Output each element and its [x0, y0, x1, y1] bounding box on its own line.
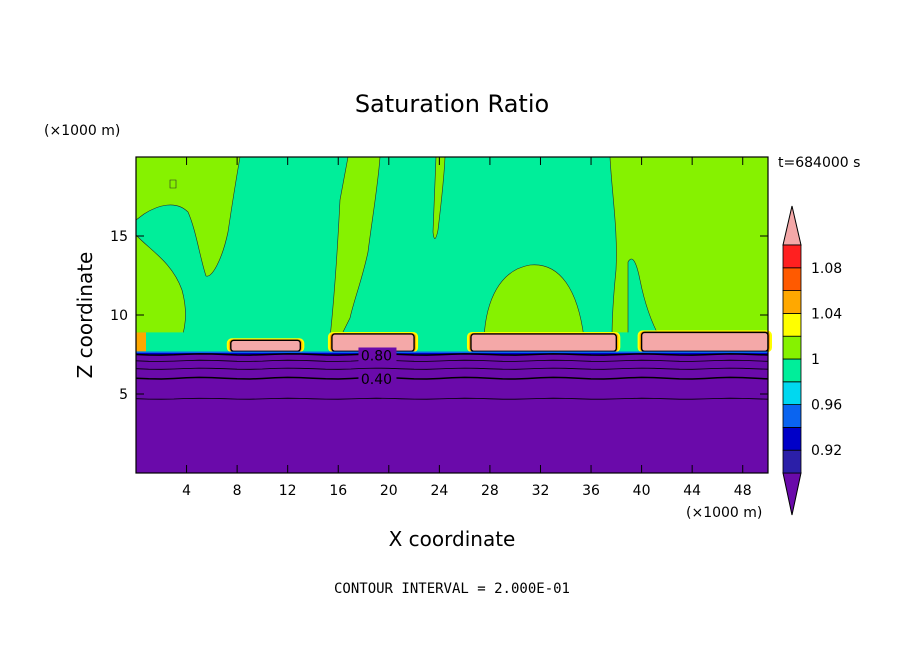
colorbar-band-4	[782, 358, 802, 383]
x-tick-label-48: 48	[734, 483, 752, 499]
contour-labels: 0.80 0.40	[358, 347, 397, 388]
x-tick-label-24: 24	[430, 483, 448, 499]
x-tick-label-8: 8	[233, 483, 242, 499]
colorbar-tick-label-0.92: 0.92	[811, 443, 842, 459]
contour-interval-label: CONTOUR INTERVAL = 2.000E-01	[334, 581, 570, 597]
supersat-plume-3	[329, 156, 381, 339]
x-tick-label-16: 16	[329, 483, 347, 499]
contour-line-0.70	[135, 359, 769, 362]
y-tick-label-15: 15	[110, 229, 128, 245]
y-axis-label: Z coordinate	[73, 252, 97, 379]
contour-line-0.80	[135, 353, 769, 356]
x-tick-label-44: 44	[683, 483, 701, 499]
colorbar-tick-label-1: 1	[811, 352, 820, 368]
moist-patch-core-4	[640, 331, 769, 353]
moist-patch-core-3	[470, 333, 618, 353]
x-tick-label-40: 40	[633, 483, 651, 499]
colorbar-tick-label-1.08: 1.08	[811, 261, 842, 277]
contour-label-bg-0.40	[358, 371, 397, 387]
supersat-plume-7	[169, 179, 177, 189]
colorbar-band-6	[782, 312, 802, 337]
x-tick-label-12: 12	[279, 483, 297, 499]
y-unit-label: (×1000 m)	[44, 123, 120, 139]
time-label: t=684000 s	[778, 155, 860, 171]
colorbar-arrow-bottom	[782, 472, 802, 516]
contour-line-0.40	[135, 376, 769, 380]
x-tick-label-4: 4	[182, 483, 191, 499]
supersat-plume-4	[432, 156, 446, 239]
x-unit-label: (×1000 m)	[686, 505, 762, 521]
colorbar-band-2	[782, 404, 802, 428]
contour-label-0.80: 0.80	[361, 349, 392, 365]
colorbar-band-5	[782, 335, 802, 360]
colorbar-band-0	[782, 449, 802, 474]
x-tick-label-20: 20	[380, 483, 398, 499]
colorbar-band-1	[782, 426, 802, 451]
x-tick-label-28: 28	[481, 483, 499, 499]
colorbar: 1.08 1.04 1 0.96 0.92	[782, 205, 842, 516]
contour-line-0.60	[135, 367, 769, 370]
colorbar-band-3	[782, 381, 802, 405]
supersat-plume-1	[135, 156, 241, 277]
x-tick-label-36: 36	[582, 483, 600, 499]
contour-label-0.40: 0.40	[361, 372, 392, 388]
colorbar-band-8	[782, 267, 802, 291]
colorbar-tick-label-0.96: 0.96	[811, 398, 842, 414]
contour-line-0.20	[135, 397, 769, 400]
y-tick-label-10: 10	[110, 308, 128, 324]
chart-title: Saturation Ratio	[355, 90, 549, 118]
supersat-plume-6	[483, 264, 585, 339]
x-tick-label-32: 32	[532, 483, 550, 499]
plot-field	[135, 156, 772, 473]
moist-patch-core-1	[230, 339, 302, 353]
x-axis-label: X coordinate	[389, 527, 516, 551]
colorbar-tick-label-1.04: 1.04	[811, 306, 842, 322]
dry-layer	[136, 354, 768, 473]
colorbar-band-7	[782, 290, 802, 314]
colorbar-arrow-top	[782, 205, 802, 246]
colorbar-band-9	[782, 244, 802, 269]
edge-patch-left	[136, 332, 146, 352]
y-tick-label-5: 5	[119, 387, 128, 403]
contour-label-bg-0.80	[358, 347, 397, 363]
